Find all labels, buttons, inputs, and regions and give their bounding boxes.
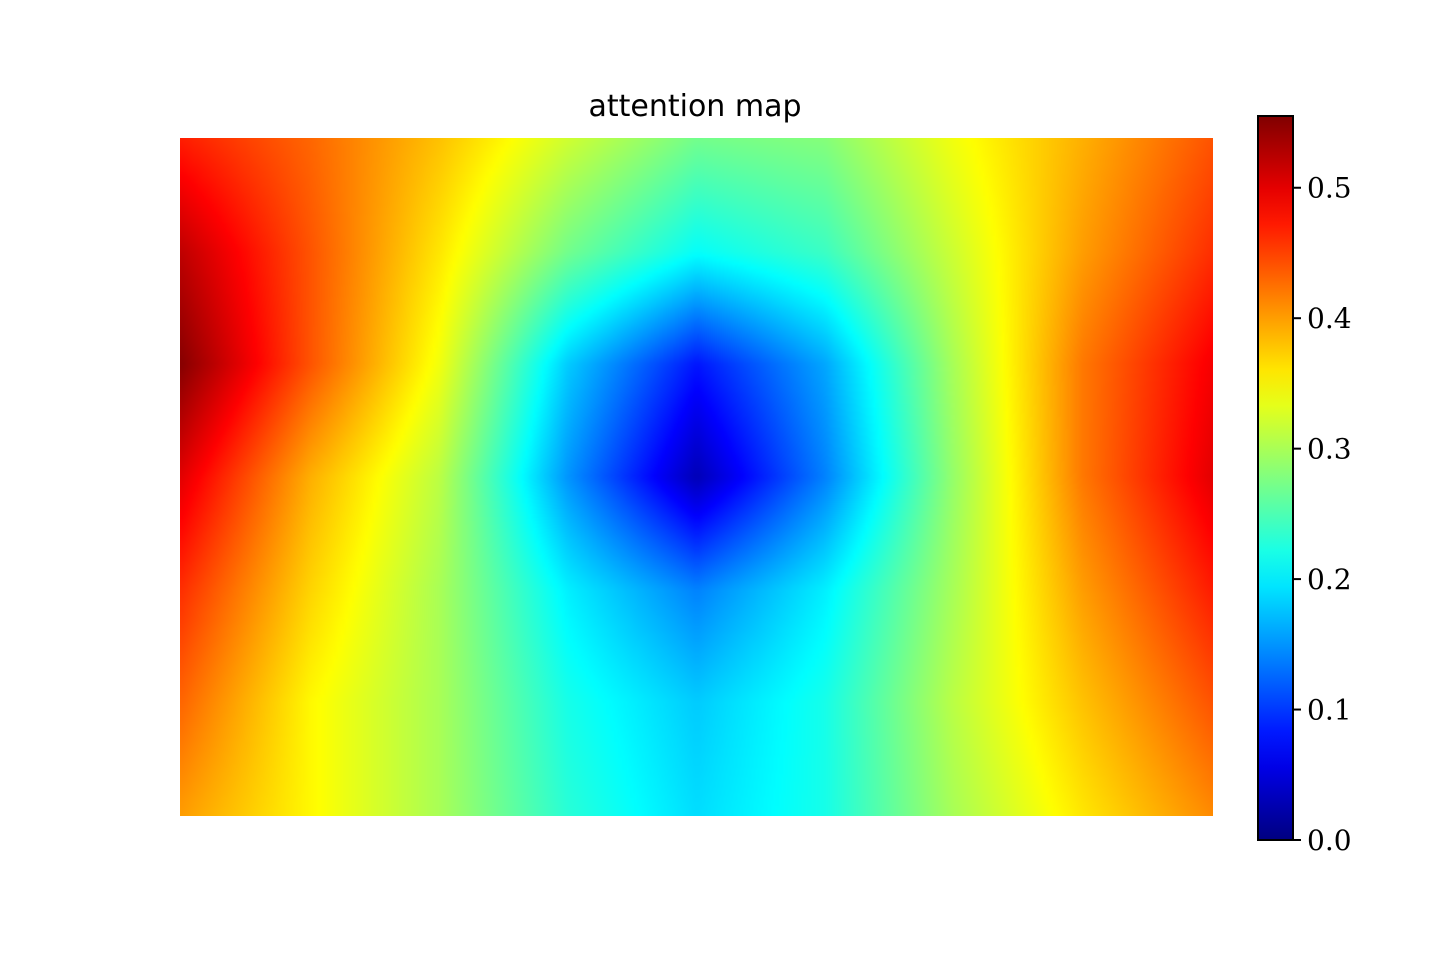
colorbar-tick-label: 0.4 (1307, 302, 1352, 335)
colorbar-tick-label: 0.5 (1307, 172, 1352, 205)
heatmap (180, 138, 1213, 816)
colorbar-tick-label: 0.0 (1307, 824, 1352, 857)
colorbar-tick-label: 0.3 (1307, 433, 1352, 466)
heatmap-image (180, 138, 1213, 816)
colorbar: 0.0 0.1 0.2 0.3 0.4 0.5 (1257, 115, 1352, 857)
colorbar-gradient (1257, 115, 1294, 841)
colorbar-tick-label: 0.1 (1307, 694, 1352, 727)
colorbar-tick-label: 0.2 (1307, 563, 1352, 596)
chart-title: attention map (588, 89, 801, 124)
